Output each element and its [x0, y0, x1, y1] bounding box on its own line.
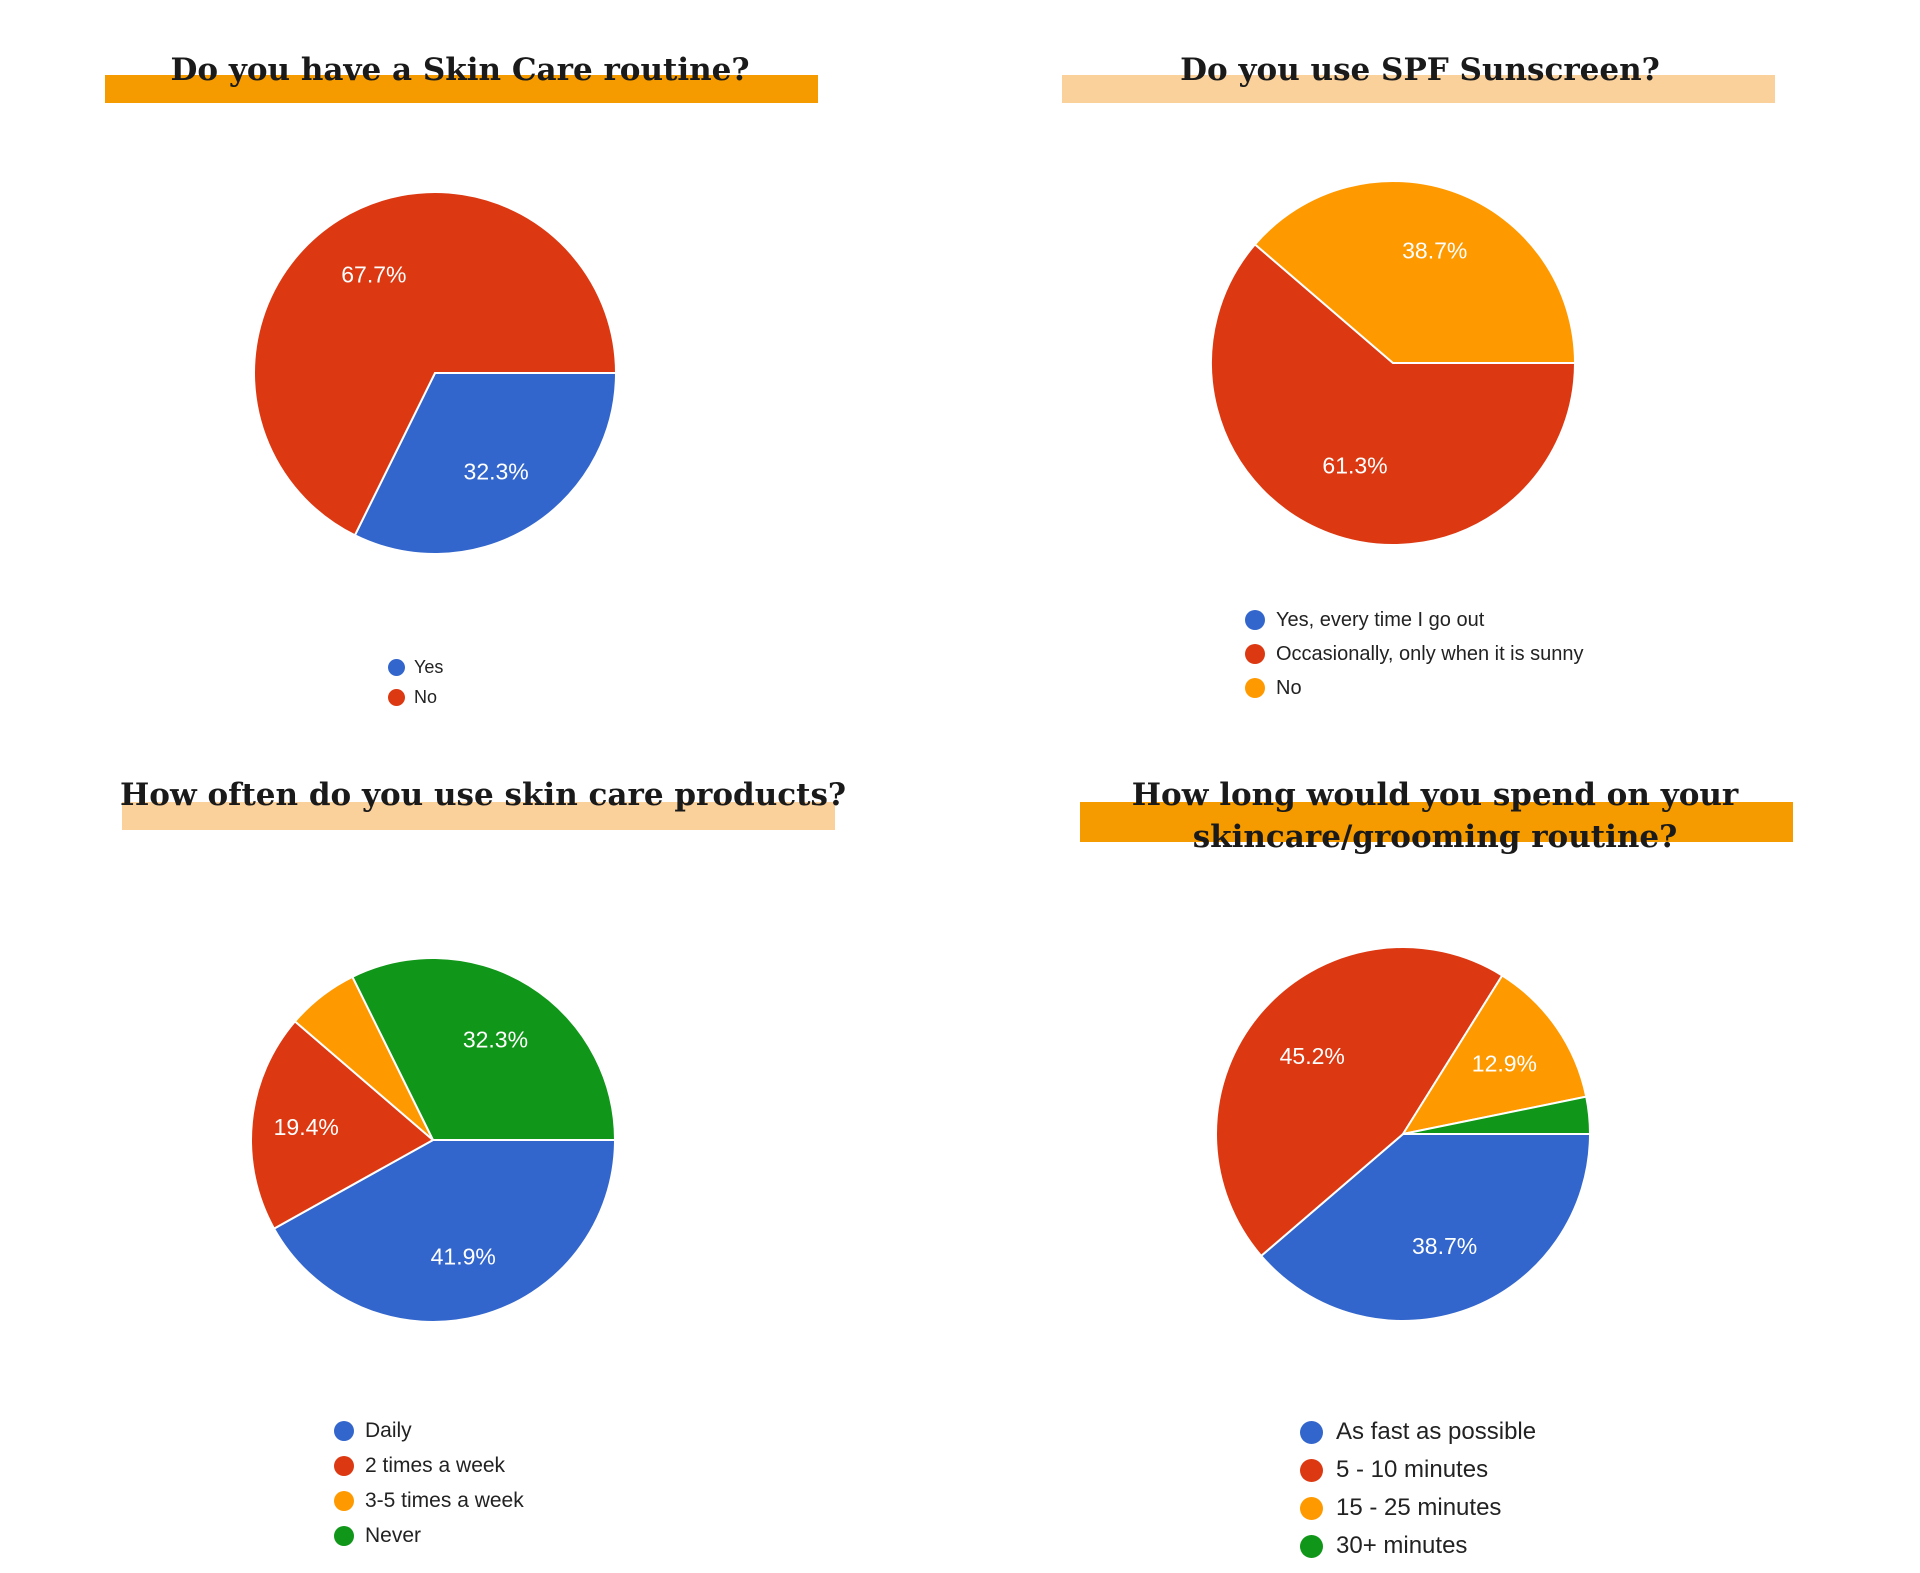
- legend-item: 2 times a week: [334, 1448, 524, 1483]
- chart-4-title-band: [1080, 802, 1793, 842]
- legend-swatch: [388, 658, 405, 676]
- pie-slice-yes: [353, 372, 618, 555]
- legend-label: As fast as possible: [1336, 1418, 1537, 1445]
- chart-4-title-line: skincare/grooming routine?: [1192, 818, 1678, 855]
- legend-label: 2 times a week: [365, 1453, 506, 1477]
- legend-swatch: [334, 1455, 354, 1476]
- legend-item: Never: [334, 1518, 524, 1553]
- chart-3-title-band: [122, 802, 835, 830]
- legend-swatch: [1245, 678, 1265, 698]
- chart-2-legend: Yes, every time I go out Occasionally, on…: [1245, 603, 1584, 705]
- legend-label: Occasionally, only when it is sunny: [1276, 642, 1584, 665]
- pie-slice-30-minutes: [1402, 1095, 1592, 1135]
- legend-label: 5 - 10 minutes: [1336, 1456, 1489, 1483]
- pie-slice-label: 38.7%: [1402, 237, 1467, 263]
- legend-swatch: [334, 1525, 354, 1546]
- legend-label: 15 - 25 minutes: [1336, 1494, 1502, 1521]
- chart-1-title: Do you have a Skin Care routine?: [170, 52, 750, 88]
- pie-slice-label: 45.2%: [1280, 1043, 1345, 1069]
- legend-swatch: [1300, 1458, 1323, 1482]
- legend-swatch: [1300, 1420, 1323, 1444]
- pie-slice-15-25-minutes: [1400, 974, 1588, 1136]
- pie-slice-5-10-minutes: [1215, 946, 1504, 1258]
- pie-slice-no: [1253, 180, 1577, 364]
- legend-label: 30+ minutes: [1336, 1532, 1468, 1559]
- legend-label: Never: [365, 1523, 422, 1547]
- legend-swatch: [334, 1420, 354, 1441]
- pie-slice-label: 12.9%: [1472, 1051, 1537, 1077]
- chart-1-legend: Yes No: [388, 652, 443, 712]
- pie-slice-occasionally-only-when-it-is-sunny: [1210, 242, 1577, 546]
- pie-slice-as-fast-as-possible: [1259, 1133, 1592, 1322]
- chart-2-title-band: [1062, 75, 1775, 103]
- legend-item: No: [1245, 671, 1584, 705]
- legend-swatch: [1245, 644, 1265, 664]
- chart-1-title-band: [105, 75, 818, 103]
- legend-swatch: [1300, 1496, 1323, 1520]
- legend-item: No: [388, 682, 443, 712]
- pie-slice-label: 38.7%: [1412, 1233, 1477, 1259]
- legend-item: Daily: [334, 1413, 524, 1448]
- legend-swatch: [334, 1490, 354, 1511]
- pie-slice-label: 61.3%: [1322, 452, 1387, 478]
- legend-label: Yes: [414, 656, 444, 677]
- pie-slice-label: 67.7%: [341, 262, 406, 288]
- chart-2-title: Do you use SPF Sunscreen?: [1180, 52, 1660, 88]
- chart-4-legend: As fast as possible 5 - 10 minutes 15 - 25…: [1300, 1413, 1536, 1565]
- pie-slice-never: [351, 957, 617, 1141]
- legend-item: As fast as possible: [1300, 1413, 1536, 1451]
- legend-item: 5 - 10 minutes: [1300, 1451, 1536, 1489]
- pie-slice-2-times-a-week: [250, 1019, 435, 1231]
- legend-label: No: [1276, 676, 1302, 699]
- legend-swatch: [1300, 1534, 1323, 1558]
- pie-slice-label: 19.4%: [274, 1114, 339, 1140]
- legend-swatch: [1245, 610, 1265, 630]
- pie-slice-daily: [272, 1139, 617, 1323]
- legend-label: Daily: [365, 1418, 412, 1442]
- pie-slice-no: [253, 191, 618, 537]
- pie-slice-label: 32.3%: [463, 1027, 528, 1053]
- legend-item: Yes, every time I go out: [1245, 603, 1584, 637]
- legend-item: 15 - 25 minutes: [1300, 1489, 1536, 1527]
- chart-4-title-line: How long would you spend on your: [1131, 777, 1739, 813]
- legend-label: No: [414, 686, 438, 707]
- legend-swatch: [388, 688, 405, 706]
- pie-slice-3-5-times-a-week: [293, 975, 434, 1141]
- chart-4-title: How long would you spend on your skincare…: [1050, 775, 1820, 859]
- pie-slice-label: 41.9%: [431, 1243, 496, 1269]
- chart-3-title: How often do you use skin care products?: [120, 777, 847, 813]
- legend-item: Occasionally, only when it is sunny: [1245, 637, 1584, 671]
- legend-label: 3-5 times a week: [365, 1488, 524, 1512]
- legend-item: 30+ minutes: [1300, 1527, 1536, 1565]
- legend-label: Yes, every time I go out: [1276, 608, 1485, 631]
- legend-item: Yes: [388, 652, 443, 682]
- chart-3-legend: Daily 2 times a week 3-5 times a week Never: [334, 1413, 524, 1553]
- legend-item: 3-5 times a week: [334, 1483, 524, 1518]
- pie-slice-label: 32.3%: [464, 458, 529, 484]
